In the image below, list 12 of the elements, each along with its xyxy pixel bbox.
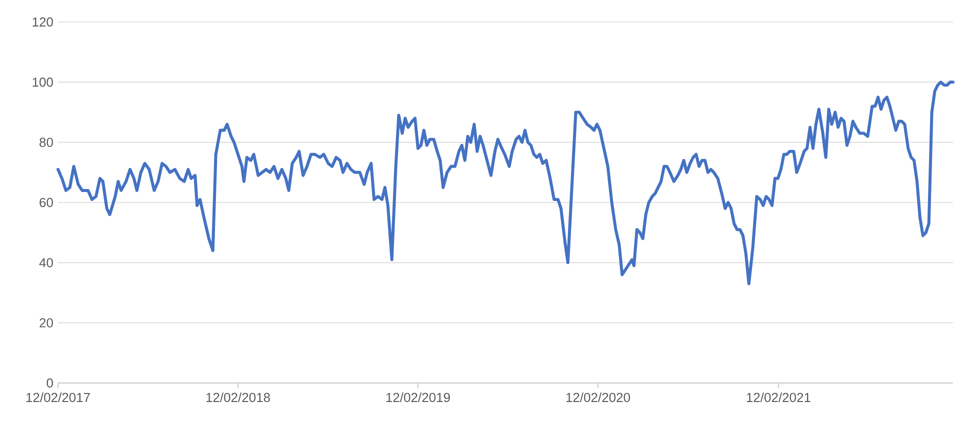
y-tick-label: 120	[32, 17, 53, 27]
y-tick-label: 100	[32, 78, 53, 87]
y-tick-label: 0	[46, 378, 53, 388]
y-tick-label: 20	[40, 318, 53, 328]
x-tick-label: 12/02/2020	[566, 392, 630, 402]
x-tick-label: 12/02/2018	[206, 392, 270, 402]
y-tick-label: 60	[40, 198, 53, 208]
x-tick-label: 12/02/2021	[746, 392, 810, 402]
y-tick-label: 40	[39, 258, 53, 268]
x-tick-label: 12/02/2019	[386, 392, 450, 402]
y-tick-label: 80	[40, 138, 53, 147]
x-tick-label: 12/02/2017	[26, 392, 90, 402]
